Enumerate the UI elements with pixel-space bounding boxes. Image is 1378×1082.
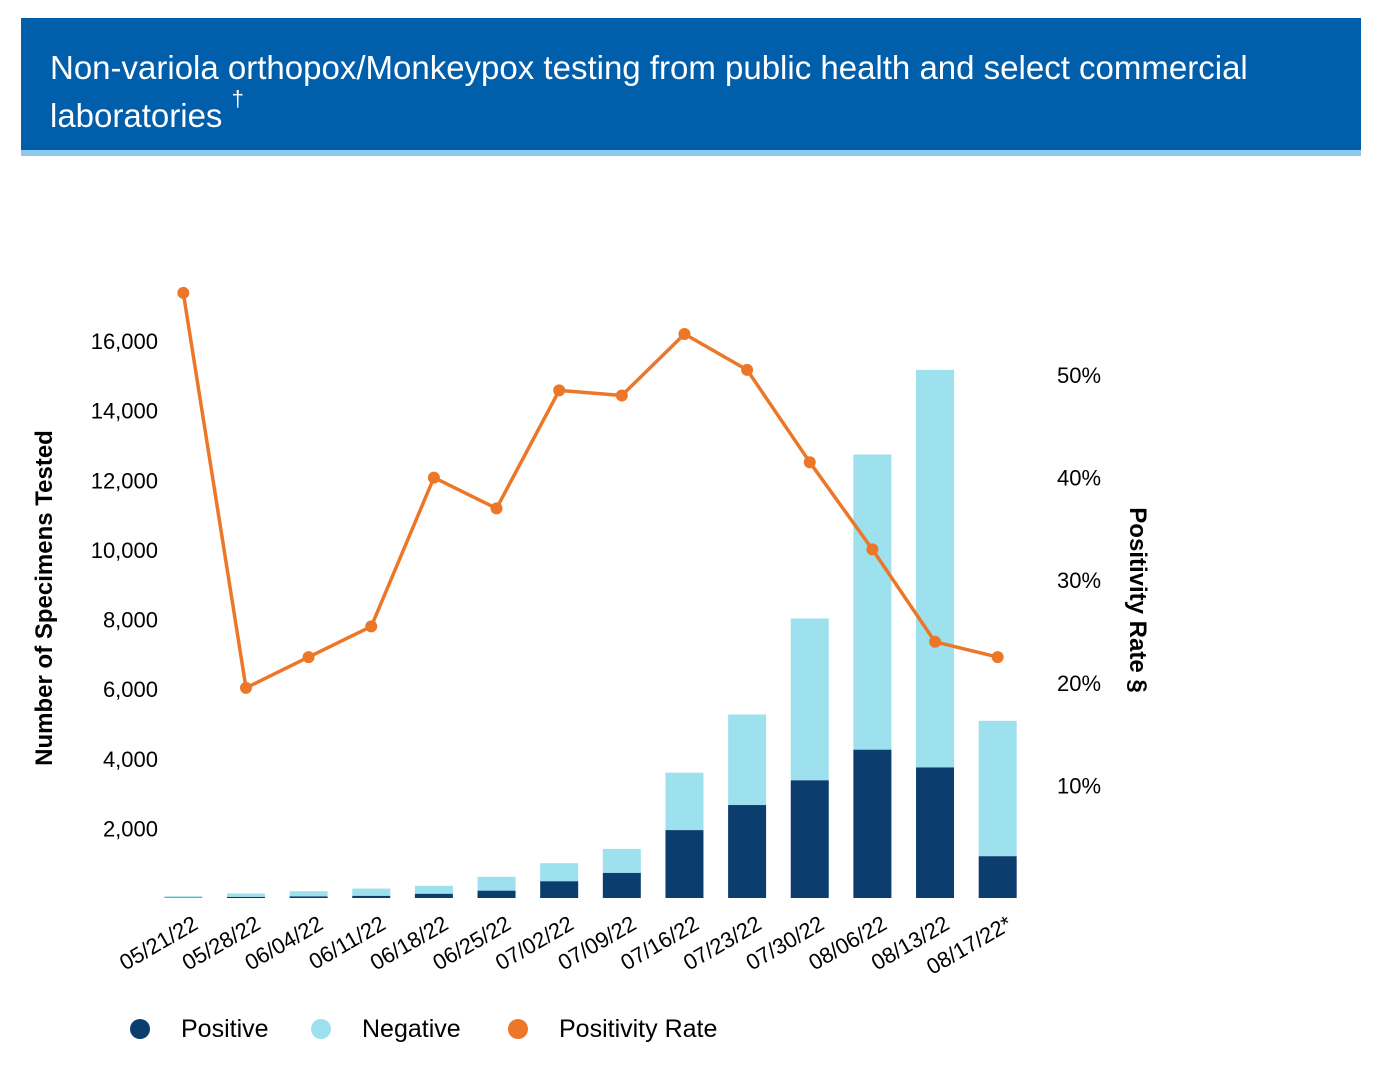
positivity-rate-point — [553, 384, 566, 397]
bar-negative — [414, 885, 453, 894]
bar-negative — [289, 891, 328, 897]
y-tick-label: 10,000 — [91, 538, 158, 563]
bar-negative — [790, 618, 829, 781]
bar-negative — [853, 454, 892, 750]
positivity-rate-point — [991, 651, 1004, 664]
bar-positive — [540, 881, 579, 898]
chart-title-text: Non-variola orthopox/Monkeypox testing f… — [50, 49, 1248, 134]
positivity-rate-point — [490, 502, 503, 515]
y2-tick-label: 40% — [1057, 466, 1101, 491]
y-tick-label: 12,000 — [91, 468, 158, 493]
positivity-line-layer — [177, 286, 1004, 694]
positivity-rate-point — [678, 327, 691, 340]
bar-positive — [978, 856, 1017, 898]
y-tick-label: 2,000 — [103, 816, 158, 841]
positivity-rate-point — [239, 681, 252, 694]
chart-header: Non-variola orthopox/Monkeypox testing f… — [21, 18, 1361, 156]
y2-tick-label: 50% — [1057, 363, 1101, 388]
positivity-rate-point — [427, 471, 440, 484]
positivity-rate-point — [803, 456, 816, 469]
bar-positive — [289, 896, 328, 898]
bar-positive — [226, 896, 265, 898]
legend-label-positive: Positive — [181, 1015, 269, 1043]
positivity-rate-point — [866, 543, 879, 556]
y-tick-label: 16,000 — [91, 329, 158, 354]
bar-positive — [790, 780, 829, 898]
right-axis-title: Positivity Rate § — [1124, 507, 1151, 692]
positivity-rate-point — [929, 635, 942, 648]
bar-negative — [978, 720, 1017, 857]
positivity-rate-point — [741, 363, 754, 376]
left-axis-title: Number of Specimens Tested — [31, 430, 58, 766]
legend-swatch-positivity-rate — [508, 1019, 528, 1039]
bar-positive — [352, 895, 391, 898]
bar-negative — [226, 893, 265, 897]
y-tick-label: 8,000 — [103, 608, 158, 633]
positivity-rate-point — [365, 620, 378, 633]
bar-positive — [853, 749, 892, 898]
y2-tick-label: 20% — [1057, 671, 1101, 696]
bar-negative — [164, 896, 203, 898]
y2-tick-label: 10% — [1057, 773, 1101, 798]
positivity-rate-point — [302, 651, 315, 664]
bar-positive — [602, 872, 641, 898]
bar-negative — [477, 876, 516, 891]
bar-negative — [916, 369, 955, 768]
bar-positive — [916, 767, 955, 898]
positivity-rate-line — [181, 292, 999, 690]
title-footnote-mark: † — [231, 86, 244, 111]
positivity-rate-point — [615, 389, 628, 402]
y2-tick-label: 30% — [1057, 568, 1101, 593]
bar-positive — [665, 830, 704, 898]
bar-negative — [352, 888, 391, 896]
legend-label-positivity-rate: Positivity Rate — [559, 1015, 718, 1043]
bar-negative — [602, 848, 641, 873]
bar-positive — [728, 805, 767, 898]
y-tick-label: 6,000 — [103, 677, 158, 702]
legend-label-negative: Negative — [362, 1015, 461, 1043]
bar-negative — [728, 714, 767, 806]
bar-negative — [540, 863, 579, 882]
bar-positive — [414, 893, 453, 898]
y-tick-label: 14,000 — [91, 399, 158, 424]
y-tick-label: 4,000 — [103, 747, 158, 772]
bar-positive — [477, 890, 516, 898]
bar-negative — [665, 772, 704, 831]
x-axis-ticks: 05/21/2205/28/2206/04/2206/11/2206/18/22… — [115, 910, 1016, 979]
left-axis-ticks: 2,000 4,000 6,000 8,000 10,000 12,000 14,000 16… — [91, 329, 158, 841]
chart-title: Non-variola orthopox/Monkeypox testing f… — [50, 44, 1340, 140]
legend-swatch-negative — [311, 1019, 331, 1039]
bars-layer — [164, 369, 1017, 898]
positivity-rate-point — [177, 286, 190, 299]
right-axis-ticks: 10% 20% 30% 40% 50% — [1057, 363, 1101, 798]
legend-swatch-positive — [130, 1019, 150, 1039]
